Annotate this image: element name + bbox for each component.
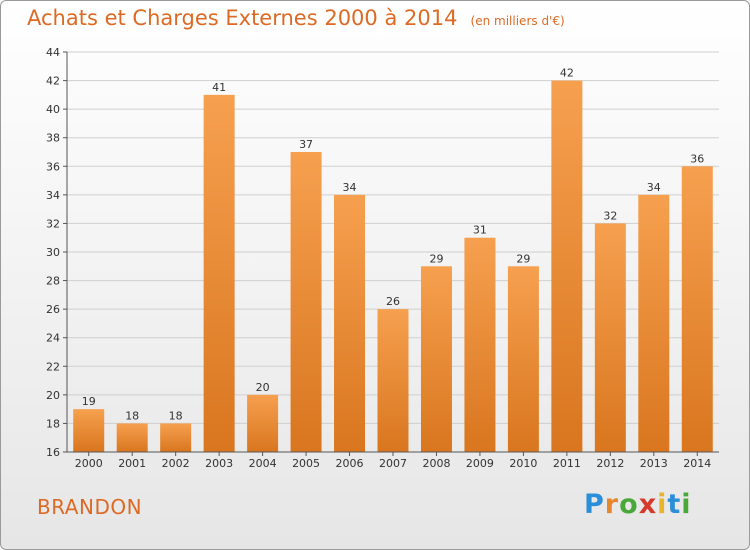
x-tick-label: 2014 bbox=[683, 457, 711, 470]
x-tick-label: 2011 bbox=[553, 457, 581, 470]
bar-2014 bbox=[681, 166, 713, 453]
bar-2013 bbox=[638, 194, 670, 452]
y-tick-label: 32 bbox=[46, 217, 60, 230]
value-label: 31 bbox=[473, 224, 487, 237]
x-tick-label: 2007 bbox=[379, 457, 407, 470]
y-tick-label: 18 bbox=[46, 417, 60, 430]
bar-2007 bbox=[377, 309, 409, 452]
x-tick-label: 2000 bbox=[75, 457, 103, 470]
value-label: 18 bbox=[125, 409, 139, 422]
y-tick-label: 30 bbox=[46, 246, 60, 259]
value-label: 41 bbox=[212, 81, 226, 94]
logo-letter: x bbox=[638, 489, 658, 520]
value-label: 34 bbox=[647, 181, 661, 194]
logo-letter: i bbox=[681, 489, 692, 520]
y-tick-label: 36 bbox=[46, 160, 60, 173]
x-tick-label: 2010 bbox=[509, 457, 537, 470]
proxiti-logo: Proxiti bbox=[584, 489, 692, 520]
x-tick-label: 2013 bbox=[640, 457, 668, 470]
chart-unit: (en milliers d'€) bbox=[470, 14, 565, 28]
x-tick-label: 2005 bbox=[292, 457, 320, 470]
y-tick-label: 28 bbox=[46, 275, 60, 288]
value-label: 34 bbox=[343, 181, 357, 194]
value-label: 32 bbox=[603, 209, 617, 222]
bar-2010 bbox=[507, 266, 539, 452]
bars: 19 18 18 41 20 37 34 26 29 31 29 42 32 34 36 bbox=[73, 67, 713, 453]
y-tick-label: 22 bbox=[46, 360, 60, 373]
bar-2005 bbox=[290, 152, 322, 452]
bar-2008 bbox=[420, 266, 452, 452]
bar-2003 bbox=[203, 94, 235, 452]
y-tick-label: 16 bbox=[46, 446, 60, 459]
value-label: 18 bbox=[169, 409, 183, 422]
y-tick-label: 26 bbox=[46, 303, 60, 316]
logo-letter: t bbox=[667, 489, 682, 520]
bar-2000 bbox=[73, 409, 105, 452]
chart-title: Achats et Charges Externes 2000 à 2014 bbox=[27, 6, 458, 30]
y-tick-label: 44 bbox=[46, 46, 60, 59]
bar-2009 bbox=[464, 237, 496, 452]
logo-letter: i bbox=[657, 489, 668, 520]
axes: 16 18 20 22 24 26 28 30 32 34 36 38 40 42 44 2000 2001 20… bbox=[46, 46, 719, 470]
x-tick-label: 2012 bbox=[596, 457, 624, 470]
logo-letter: r bbox=[604, 489, 620, 520]
x-tick-label: 2006 bbox=[336, 457, 364, 470]
value-label: 29 bbox=[429, 252, 443, 265]
y-tick-label: 34 bbox=[46, 189, 60, 202]
value-label: 19 bbox=[82, 395, 96, 408]
bar-2011 bbox=[551, 80, 583, 453]
bar-2012 bbox=[594, 223, 626, 452]
chart-title-block: Achats et Charges Externes 2000 à 2014 (… bbox=[27, 6, 565, 30]
bar-2002 bbox=[160, 423, 192, 452]
x-tick-label: 2004 bbox=[249, 457, 277, 470]
value-label: 36 bbox=[690, 152, 704, 165]
x-tick-label: 2002 bbox=[162, 457, 190, 470]
value-label: 29 bbox=[516, 252, 530, 265]
y-tick-label: 20 bbox=[46, 389, 60, 402]
y-tick-label: 42 bbox=[46, 75, 60, 88]
y-tick-label: 40 bbox=[46, 103, 60, 116]
logo-letter: o bbox=[619, 489, 639, 520]
city-name: BRANDON bbox=[37, 495, 143, 519]
x-tick-label: 2001 bbox=[118, 457, 146, 470]
x-tick-label: 2008 bbox=[422, 457, 450, 470]
value-label: 42 bbox=[560, 67, 574, 80]
value-label: 37 bbox=[299, 138, 313, 151]
x-tick-label: 2003 bbox=[205, 457, 233, 470]
bar-2004 bbox=[247, 394, 279, 452]
y-tick-label: 38 bbox=[46, 132, 60, 145]
value-label: 26 bbox=[386, 295, 400, 308]
x-tick-label: 2009 bbox=[466, 457, 494, 470]
bar-2001 bbox=[116, 423, 148, 452]
logo-letter: P bbox=[584, 489, 605, 520]
value-label: 20 bbox=[256, 381, 270, 394]
bar-2006 bbox=[334, 194, 366, 452]
y-tick-label: 24 bbox=[46, 332, 60, 345]
